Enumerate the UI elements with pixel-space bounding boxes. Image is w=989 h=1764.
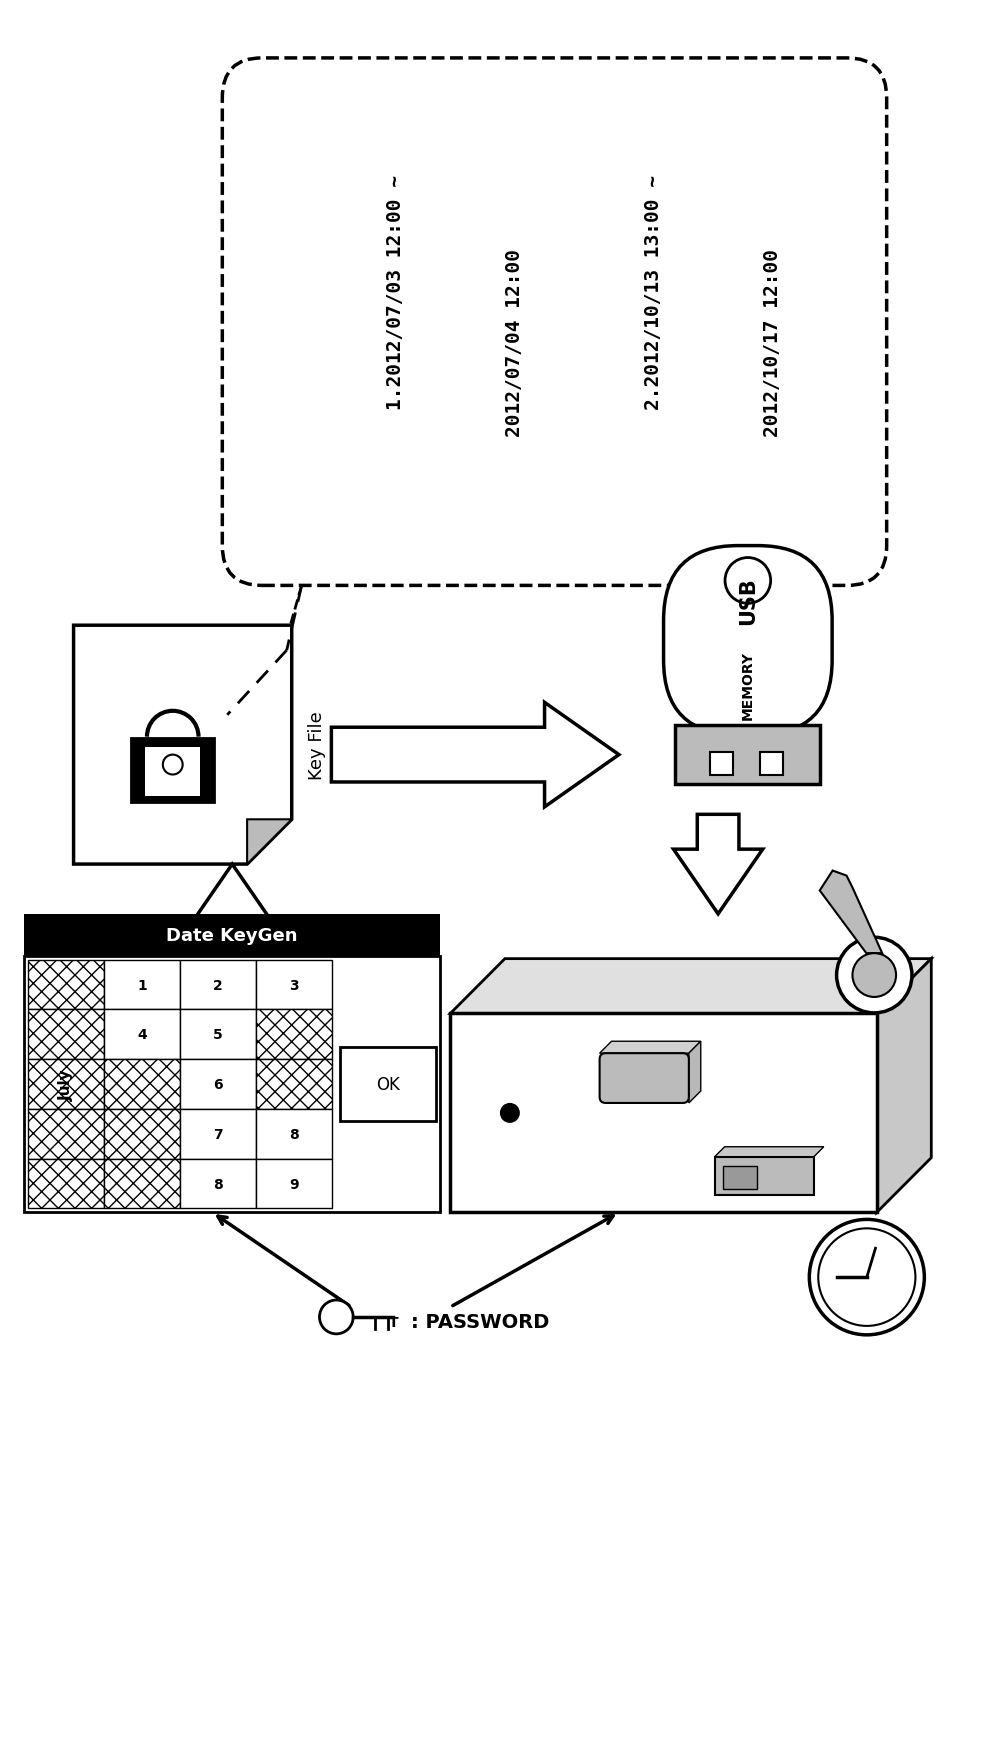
FancyBboxPatch shape <box>710 751 733 774</box>
FancyBboxPatch shape <box>180 1009 256 1060</box>
FancyBboxPatch shape <box>104 1060 180 1110</box>
Circle shape <box>725 557 770 603</box>
Text: 9: 9 <box>289 1177 299 1191</box>
FancyBboxPatch shape <box>28 1159 104 1208</box>
Polygon shape <box>674 815 763 914</box>
FancyBboxPatch shape <box>180 1159 256 1208</box>
FancyBboxPatch shape <box>675 725 820 785</box>
FancyBboxPatch shape <box>223 58 887 586</box>
FancyBboxPatch shape <box>24 914 440 956</box>
Polygon shape <box>73 626 292 864</box>
FancyBboxPatch shape <box>715 1157 814 1194</box>
Text: 2012/10/17 12:00: 2012/10/17 12:00 <box>764 249 782 436</box>
Text: 2012/07/04 12:00: 2012/07/04 12:00 <box>505 249 524 436</box>
FancyBboxPatch shape <box>256 960 332 1009</box>
Text: 6: 6 <box>214 1078 223 1092</box>
Text: 8: 8 <box>289 1127 299 1141</box>
Text: Key File: Key File <box>308 711 325 780</box>
FancyBboxPatch shape <box>28 1110 104 1159</box>
Text: 1.2012/07/03 12:00 ~: 1.2012/07/03 12:00 ~ <box>387 175 405 409</box>
Text: July: July <box>58 1069 73 1101</box>
Text: : PASSWORD: : PASSWORD <box>410 1312 549 1332</box>
Polygon shape <box>247 820 292 864</box>
FancyBboxPatch shape <box>180 1060 256 1110</box>
Text: 3: 3 <box>289 977 299 991</box>
Polygon shape <box>188 864 277 965</box>
Polygon shape <box>820 871 882 954</box>
FancyBboxPatch shape <box>256 1159 332 1208</box>
Polygon shape <box>599 1043 701 1053</box>
Text: USB: USB <box>738 577 758 624</box>
Text: Date KeyGen: Date KeyGen <box>166 926 298 944</box>
FancyBboxPatch shape <box>256 1110 332 1159</box>
Circle shape <box>818 1230 916 1327</box>
Circle shape <box>837 938 912 1013</box>
Text: OK: OK <box>376 1076 401 1094</box>
Text: 8: 8 <box>213 1177 223 1191</box>
Text: MEMORY: MEMORY <box>741 651 755 720</box>
Text: 2: 2 <box>213 977 223 991</box>
FancyBboxPatch shape <box>104 1159 180 1208</box>
Polygon shape <box>877 960 932 1212</box>
FancyBboxPatch shape <box>180 1110 256 1159</box>
FancyBboxPatch shape <box>132 739 215 803</box>
Circle shape <box>163 755 183 774</box>
FancyBboxPatch shape <box>28 960 104 1009</box>
FancyBboxPatch shape <box>104 1009 180 1060</box>
FancyBboxPatch shape <box>450 1014 877 1212</box>
FancyBboxPatch shape <box>28 1009 104 1060</box>
FancyBboxPatch shape <box>256 1060 332 1110</box>
FancyBboxPatch shape <box>104 960 180 1009</box>
Circle shape <box>809 1219 925 1335</box>
Polygon shape <box>450 960 932 1014</box>
FancyBboxPatch shape <box>340 1048 436 1122</box>
Text: 1: 1 <box>137 977 146 991</box>
Polygon shape <box>689 1043 701 1102</box>
Circle shape <box>853 954 896 997</box>
FancyBboxPatch shape <box>760 751 782 774</box>
FancyBboxPatch shape <box>145 748 201 797</box>
Text: 5: 5 <box>213 1028 223 1043</box>
FancyBboxPatch shape <box>104 1110 180 1159</box>
Circle shape <box>501 1104 519 1122</box>
Text: 2.2012/10/13 13:00 ~: 2.2012/10/13 13:00 ~ <box>644 175 664 409</box>
FancyBboxPatch shape <box>723 1166 758 1189</box>
Polygon shape <box>331 702 619 808</box>
FancyBboxPatch shape <box>180 960 256 1009</box>
FancyBboxPatch shape <box>664 547 832 736</box>
Circle shape <box>319 1300 353 1334</box>
Text: 7: 7 <box>214 1127 223 1141</box>
FancyBboxPatch shape <box>256 1009 332 1060</box>
Text: 4: 4 <box>137 1028 146 1043</box>
Polygon shape <box>715 1147 824 1157</box>
Text: T: T <box>389 1316 399 1328</box>
FancyBboxPatch shape <box>24 956 440 1212</box>
FancyBboxPatch shape <box>599 1053 689 1102</box>
FancyBboxPatch shape <box>28 1060 104 1110</box>
